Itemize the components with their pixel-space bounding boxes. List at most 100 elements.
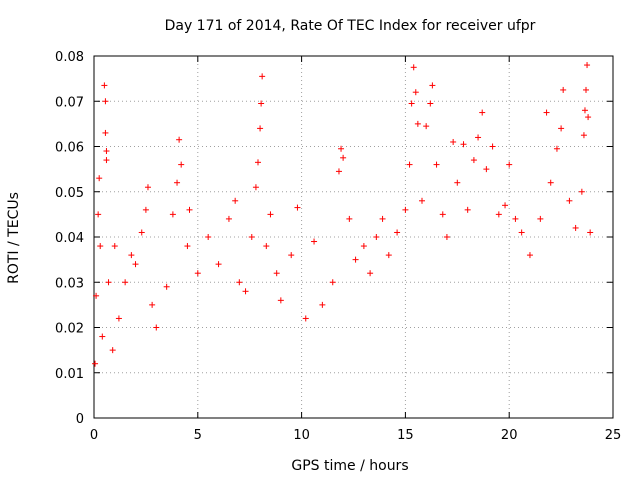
data-point [419, 197, 426, 204]
data-point [288, 252, 295, 259]
data-point [255, 159, 262, 166]
data-point [95, 211, 102, 218]
data-point [566, 197, 573, 204]
data-point [257, 125, 264, 132]
data-point [105, 279, 112, 286]
data-point [102, 98, 109, 105]
data-point [259, 73, 266, 80]
data-point [103, 157, 110, 164]
data-point [454, 179, 461, 186]
data-point [410, 64, 417, 71]
data-point [132, 261, 139, 268]
grid-lines [94, 56, 613, 418]
data-point [479, 109, 486, 116]
data-point [99, 333, 106, 340]
data-point [489, 143, 496, 150]
data-point [433, 161, 440, 168]
data-point [93, 292, 100, 299]
y-tick-label: 0.07 [55, 95, 84, 110]
data-point [537, 215, 544, 222]
data-point [475, 134, 482, 141]
data-point [294, 204, 301, 211]
data-point [587, 229, 594, 236]
data-point [394, 229, 401, 236]
data-point [518, 229, 525, 236]
data-point [547, 179, 554, 186]
data-point [470, 157, 477, 164]
data-point [580, 132, 587, 139]
data-point [584, 62, 591, 69]
data-point [92, 360, 99, 367]
data-point [194, 270, 201, 277]
y-tick-label: 0.08 [55, 50, 84, 65]
data-point [408, 100, 415, 107]
data-point [225, 215, 232, 222]
data-point [346, 215, 353, 222]
data-point [450, 138, 457, 145]
data-point [412, 89, 419, 96]
data-point [178, 161, 185, 168]
data-point [103, 148, 110, 155]
data-point [329, 279, 336, 286]
data-point [423, 123, 430, 130]
data-point [102, 129, 109, 136]
data-point [215, 261, 222, 268]
data-point [443, 234, 450, 240]
data-point [512, 215, 519, 222]
data-point [414, 120, 421, 127]
data-point [340, 154, 347, 161]
data-point [402, 206, 409, 213]
x-axis-label: GPS time / hours [291, 458, 408, 474]
data-point [122, 279, 129, 286]
data-point [97, 243, 104, 250]
data-point [560, 86, 567, 93]
data-point [483, 166, 490, 173]
data-point [96, 175, 103, 182]
data-point [273, 270, 280, 277]
data-point [101, 82, 108, 89]
data-point [142, 206, 149, 213]
data-point [302, 315, 309, 322]
x-tick-label: 15 [397, 428, 414, 443]
y-tick-label: 0.03 [55, 276, 84, 291]
data-point [367, 270, 374, 277]
data-points [92, 62, 594, 367]
x-tick-label: 10 [293, 428, 310, 443]
data-point [144, 184, 151, 191]
data-point [163, 283, 170, 290]
y-axis-label: ROTI / TECUs [6, 192, 22, 284]
data-point [242, 288, 249, 295]
data-point [111, 243, 118, 250]
data-point [169, 211, 176, 218]
data-point [585, 114, 592, 121]
data-point [464, 206, 471, 213]
data-point [174, 179, 181, 186]
data-point [263, 243, 270, 250]
y-tick-label: 0.06 [55, 141, 84, 156]
data-point [460, 141, 467, 148]
axis-ticks: 0 5 10 15 20 25 0 0.01 0.02 0.03 0.04 0.05 0.06 0.07 0… [55, 50, 621, 443]
data-point [352, 256, 359, 263]
data-point [109, 347, 116, 354]
data-point [526, 252, 533, 259]
data-point [495, 211, 502, 218]
y-tick-label: 0 [76, 412, 84, 427]
data-point [277, 297, 284, 304]
data-point [248, 234, 255, 240]
data-point [252, 184, 259, 191]
data-point [258, 100, 265, 107]
data-point [184, 243, 191, 250]
data-point [406, 161, 413, 168]
data-point [385, 252, 392, 259]
data-point [543, 109, 550, 116]
data-point [572, 224, 579, 231]
data-point [232, 197, 239, 204]
data-point [360, 243, 367, 250]
data-point [138, 229, 145, 236]
x-tick-label: 25 [605, 428, 622, 443]
data-point [311, 238, 318, 245]
data-point [267, 211, 274, 218]
plot-frame [93, 55, 614, 419]
x-tick-label: 20 [501, 428, 518, 443]
